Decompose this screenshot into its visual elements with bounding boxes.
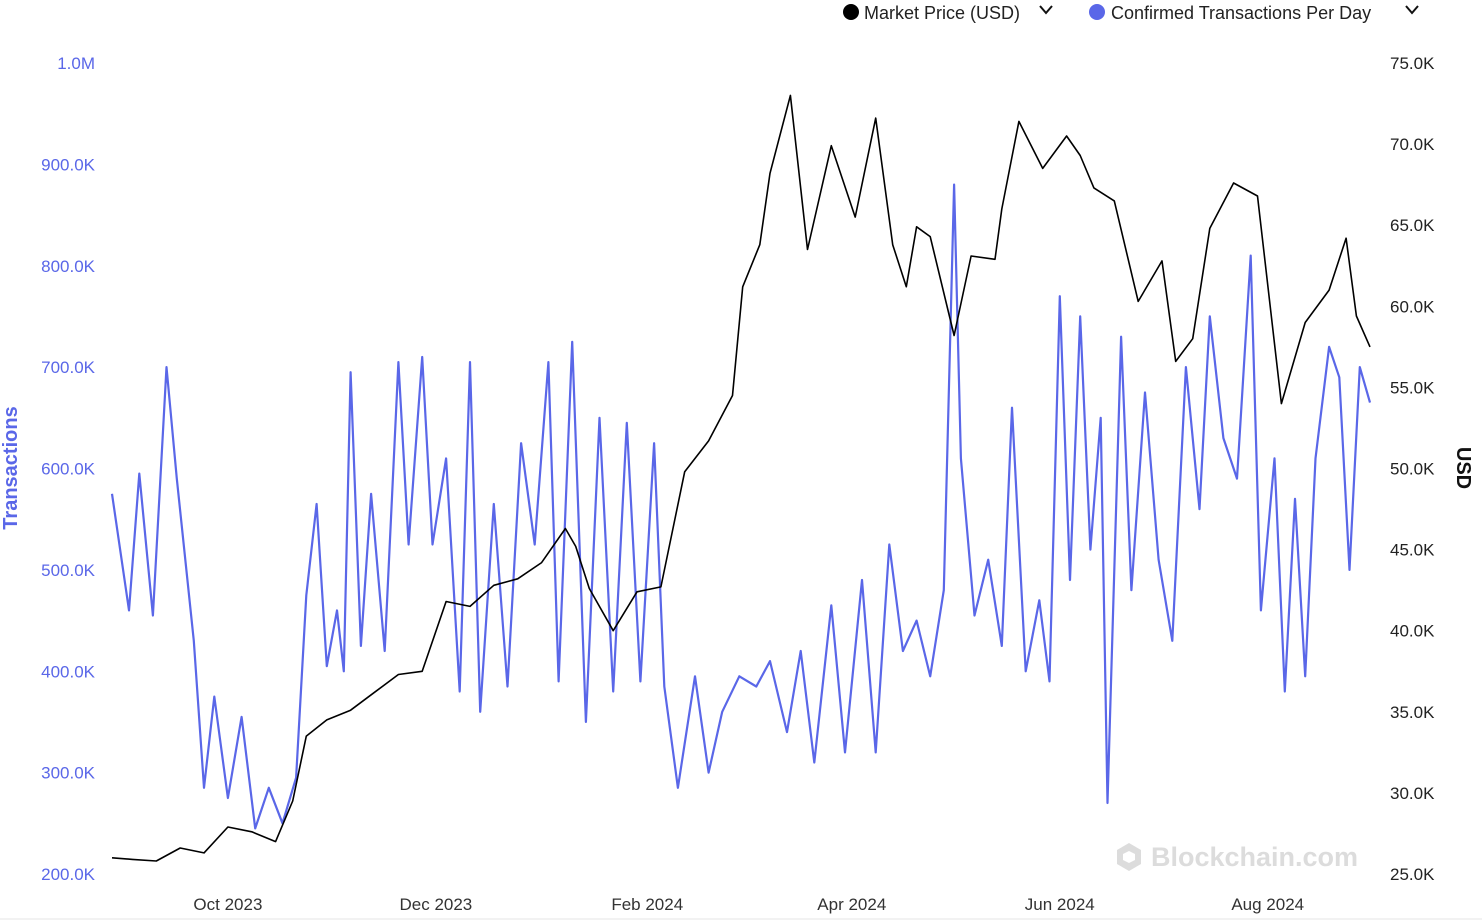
- left-axis-tick-label: 300.0K: [41, 764, 96, 783]
- right-axis-tick-label: 30.0K: [1390, 784, 1435, 803]
- legend: Market Price (USD) Confirmed Transaction…: [843, 3, 1419, 23]
- right-axis-tick-label: 70.0K: [1390, 135, 1435, 154]
- watermark: Blockchain.com: [1117, 842, 1358, 872]
- right-axis-tick-label: 65.0K: [1390, 216, 1435, 235]
- left-axis-title: Transactions: [0, 406, 22, 529]
- right-axis-tick-label: 55.0K: [1390, 378, 1435, 397]
- left-axis-tick-label: 700.0K: [41, 358, 96, 377]
- chevron-down-icon[interactable]: [1405, 5, 1419, 15]
- right-axis-tick-label: 35.0K: [1390, 703, 1435, 722]
- x-axis-tick-label: Apr 2024: [817, 895, 886, 914]
- legend-label-transactions: Confirmed Transactions Per Day: [1111, 3, 1371, 23]
- left-axis-tick-label: 900.0K: [41, 155, 96, 174]
- left-axis-tick-label: 200.0K: [41, 865, 96, 884]
- legend-marker-transactions: [1089, 4, 1105, 20]
- series-layer: [110, 94, 1372, 862]
- right-axis-tick-label: 75.0K: [1390, 54, 1435, 73]
- x-axis-tick-label: Jun 2024: [1025, 895, 1095, 914]
- right-axis-ticks: 25.0K 30.0K 35.0K 40.0K 45.0K 50.0K 55.0K 60.0K…: [1390, 54, 1435, 884]
- watermark-text: Blockchain.com: [1151, 842, 1358, 872]
- left-axis-tick-label: 800.0K: [41, 257, 96, 276]
- right-axis-tick-label: 40.0K: [1390, 622, 1435, 641]
- left-axis-tick-label: 1.0M: [57, 54, 95, 73]
- left-axis-ticks: 200.0K 300.0K 400.0K 500.0K 600.0K 700.0K 800.…: [41, 54, 96, 884]
- right-axis-tick-label: 25.0K: [1390, 865, 1435, 884]
- left-axis-tick-label: 400.0K: [41, 662, 96, 681]
- right-axis-tick-label: 60.0K: [1390, 297, 1435, 316]
- left-axis-tick-label: 600.0K: [41, 460, 96, 479]
- market-price-series-line: [111, 94, 1371, 862]
- legend-label-market-price: Market Price (USD): [864, 3, 1020, 23]
- right-axis-tick-label: 45.0K: [1390, 541, 1435, 560]
- blockchain-logo-icon: [1117, 843, 1141, 871]
- x-axis-tick-label: Aug 2024: [1231, 895, 1304, 914]
- chevron-down-icon[interactable]: [1039, 5, 1053, 15]
- x-axis-tick-label: Feb 2024: [611, 895, 683, 914]
- x-axis-tick-label: Oct 2023: [193, 895, 262, 914]
- legend-marker-market-price: [843, 4, 859, 20]
- legend-item-transactions[interactable]: Confirmed Transactions Per Day: [1089, 3, 1419, 23]
- x-axis-ticks: Oct 2023 Dec 2023 Feb 2024 Apr 2024 Jun 2024…: [193, 895, 1304, 914]
- transactions-series-line: [110, 183, 1372, 830]
- left-axis-tick-label: 500.0K: [41, 561, 96, 580]
- right-axis-tick-label: 50.0K: [1390, 460, 1435, 479]
- x-axis-tick-label: Dec 2023: [399, 895, 472, 914]
- right-axis-title: USD: [1452, 447, 1474, 489]
- legend-item-market-price[interactable]: Market Price (USD): [843, 3, 1053, 23]
